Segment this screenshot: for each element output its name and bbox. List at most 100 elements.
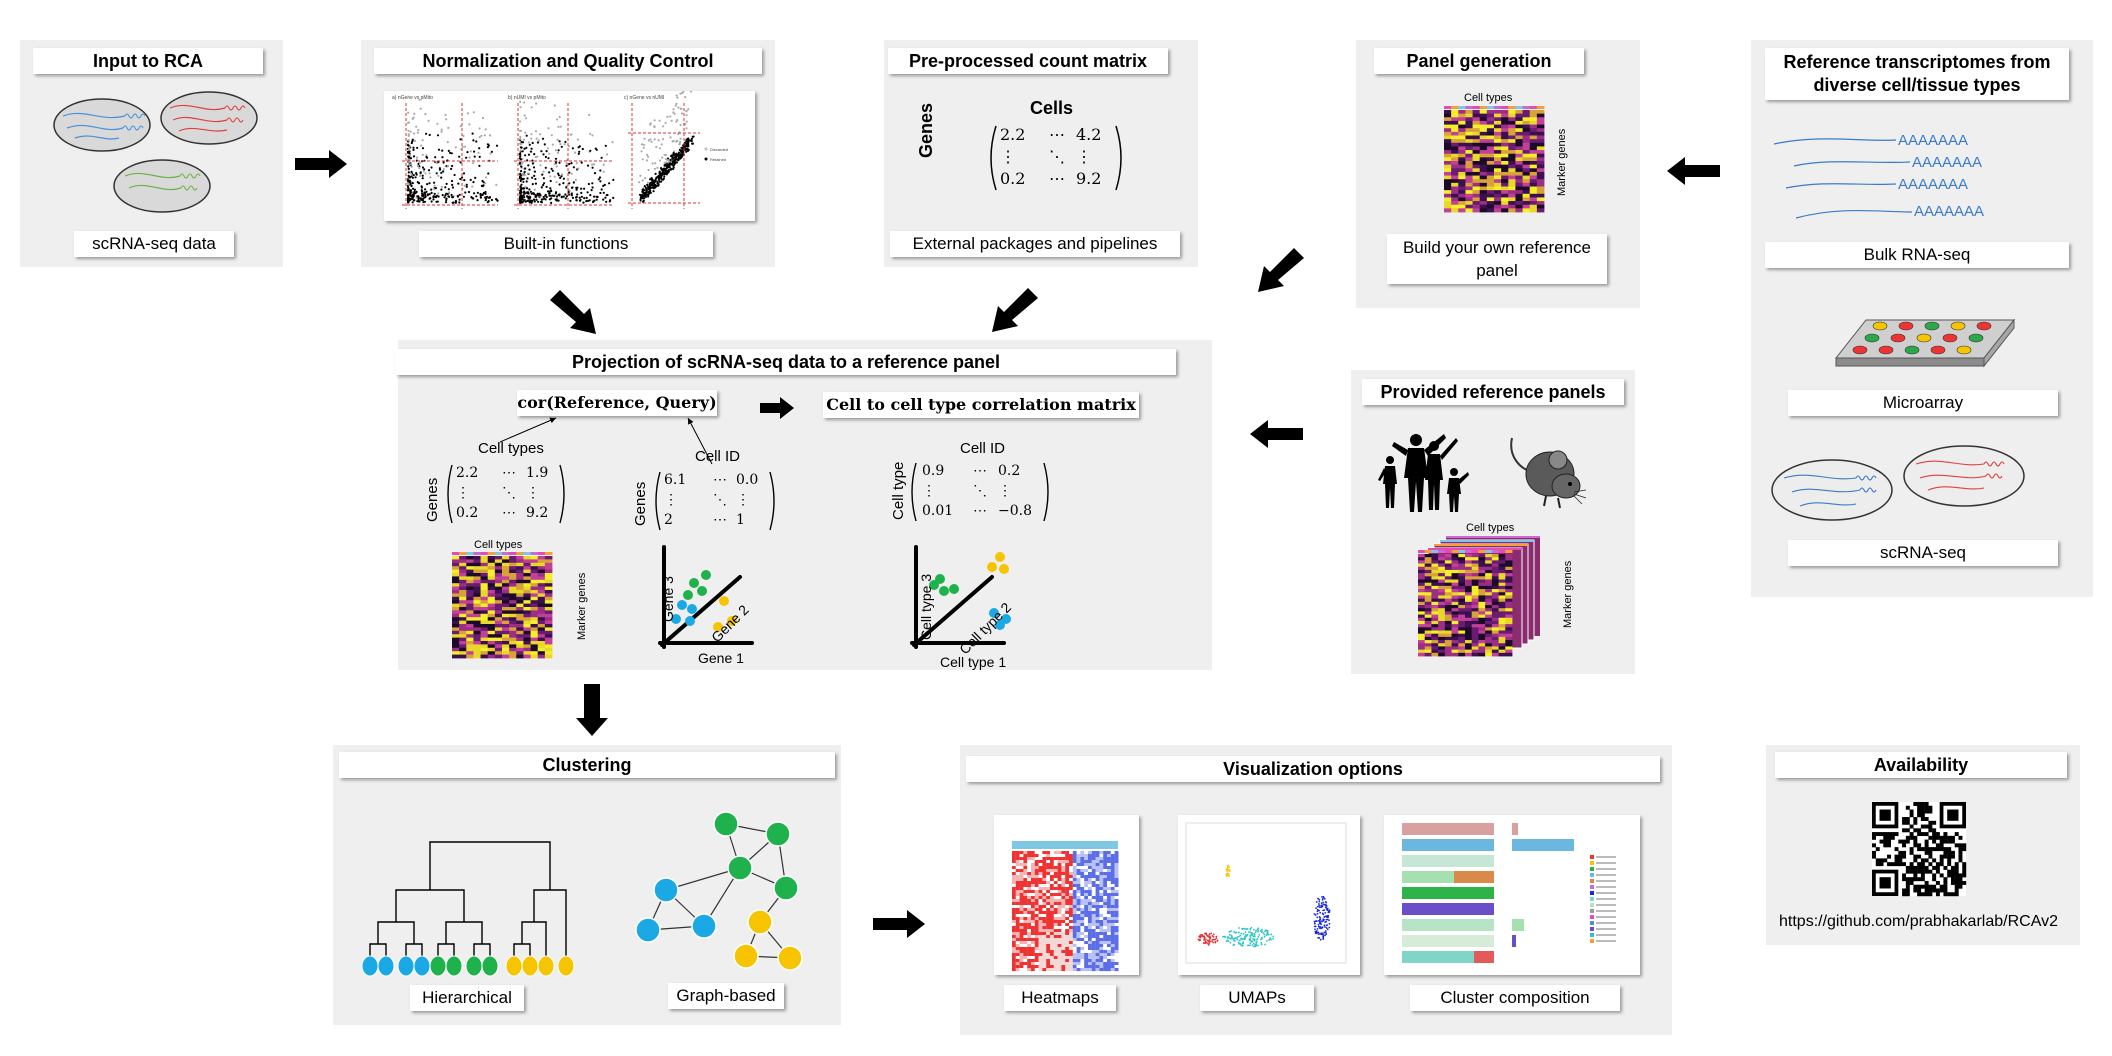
heatmap-cell (1046, 854, 1051, 858)
qc-point (522, 177, 525, 180)
microarray-spot (1878, 345, 1894, 355)
qr-module (1872, 832, 1876, 837)
heatmap-cell (1444, 193, 1452, 198)
heatmap-cell (516, 600, 524, 604)
heatmap-cell (1431, 614, 1439, 619)
heatmap-cell (1529, 182, 1538, 187)
qc-point (436, 122, 439, 125)
qc-point (682, 151, 685, 154)
heatmap-cell (523, 607, 531, 611)
heatmap-cell (1061, 908, 1066, 912)
m3-top-label: Cell ID (960, 440, 1006, 457)
viz-composition-thumb (1384, 815, 1640, 975)
heatmap-cell (1451, 128, 1459, 133)
heatmap-cell (1091, 884, 1096, 888)
qr-module (1958, 873, 1963, 878)
heatmap-cell (1472, 153, 1481, 158)
heatmap-cell (1522, 186, 1531, 191)
heatmap-cell (1050, 917, 1054, 921)
heatmap-cell (1015, 941, 1020, 945)
heatmap-cell (1042, 959, 1047, 963)
heatmap-cell (1458, 120, 1466, 125)
heatmap-cell (1015, 929, 1020, 933)
heatmap-cell (1431, 652, 1439, 657)
heatmap-cell (1057, 938, 1062, 942)
heatmap-cell (1515, 190, 1523, 195)
heatmap-cell (1478, 633, 1486, 638)
heatmap-cell (1050, 884, 1054, 888)
heatmap-cell (1451, 204, 1459, 209)
heatmap-cell (1061, 890, 1066, 894)
qc-point (518, 120, 522, 123)
heatmap-cell (1479, 161, 1488, 166)
heatmap-cell (1478, 569, 1486, 574)
heatmap-cell (1451, 640, 1459, 644)
qc-point (527, 164, 530, 167)
heatmap-cell (473, 607, 481, 611)
heatmap-cell (1031, 959, 1035, 963)
heatmap-cell (1057, 965, 1062, 969)
heatmap-cell (1038, 905, 1043, 909)
heatmap-cell (466, 630, 474, 635)
heatmap-cell (1522, 117, 1531, 122)
heatmap-cell (1012, 872, 1016, 876)
heatmap-cell (1050, 950, 1054, 954)
heatmap-cell (473, 603, 481, 608)
heatmap-cell (1015, 890, 1020, 894)
viz-title: Visualization options (966, 756, 1660, 782)
heatmap-cell (537, 596, 546, 601)
heatmap-cell (1069, 893, 1073, 897)
qc-point (582, 201, 585, 204)
heatmap-cell (1088, 905, 1092, 909)
heatmap-cell (1091, 932, 1096, 936)
heatmap-cell (530, 596, 539, 601)
heatmap-cell (1529, 190, 1538, 195)
qr-module (1905, 817, 1910, 821)
heatmap-cell (1485, 652, 1493, 657)
heatmap-cell (1012, 878, 1016, 882)
qc-point (448, 195, 451, 198)
heatmap-cell (1536, 201, 1545, 206)
heatmap-cell (1458, 153, 1466, 158)
heatmap-cell (1042, 962, 1047, 966)
heatmap-cell (1472, 117, 1481, 122)
heatmap-cell (480, 569, 489, 574)
qc-point (471, 132, 474, 135)
qc-point (565, 162, 568, 165)
qc-point (649, 178, 652, 181)
heatmap-cell (1498, 569, 1506, 574)
heatmap-cell (1069, 953, 1073, 957)
heatmap-cell (516, 579, 524, 584)
heatmap-cell (1114, 905, 1119, 909)
heatmap-cell (1023, 956, 1028, 960)
heatmap-cell (1065, 875, 1070, 879)
qc-point (685, 140, 688, 143)
heatmap-cell (1095, 953, 1100, 957)
umap-point (1324, 931, 1327, 934)
heatmap-cell (1103, 905, 1108, 909)
heatmap-cell (1444, 157, 1452, 162)
qc-point (481, 116, 485, 120)
qc-point (550, 134, 553, 137)
qr-module (1947, 835, 1952, 840)
heatmap-cell (1031, 881, 1035, 885)
heatmap-cell (1107, 881, 1111, 885)
heatmap-cell (537, 617, 546, 621)
heatmap-cell (1031, 872, 1035, 876)
availability-url[interactable]: https://github.com/prabhakarlab/RCAv2 (1779, 913, 2058, 930)
qc-point (481, 193, 484, 196)
m2-top-label: Cell ID (695, 448, 741, 465)
qc-point (548, 152, 551, 155)
heatmap-cell (1099, 953, 1104, 957)
heatmap-cell (1015, 950, 1020, 954)
heatmap-cell (1061, 863, 1066, 867)
heatmap-cell (1458, 124, 1466, 129)
qc-point (644, 186, 647, 189)
heatmap-cell (1491, 630, 1499, 635)
heatmap-cell (1076, 878, 1081, 882)
heatmap-cell (1431, 598, 1439, 603)
heatmap-cell (1076, 923, 1081, 927)
qc-point (553, 175, 556, 178)
heatmap-cell (1107, 860, 1111, 864)
heatmap-cell (1099, 938, 1104, 942)
